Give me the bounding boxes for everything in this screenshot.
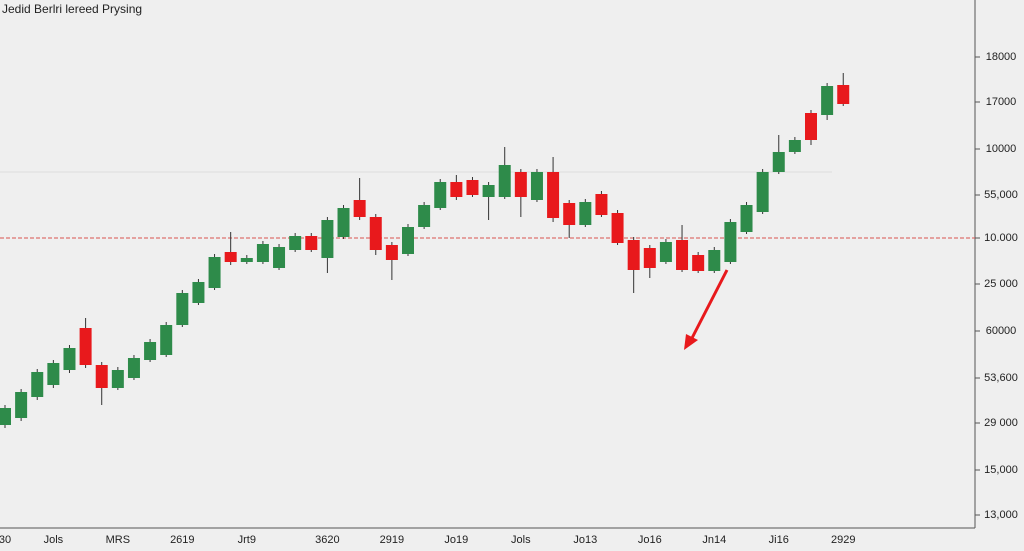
y-tick-label: 18000 [986,51,1017,63]
candle-body [692,255,705,271]
candle-body [805,113,817,140]
x-tick-label: Jo16 [638,534,662,546]
candle-body [353,200,366,217]
y-tick-label: 60000 [986,325,1017,337]
candle-body [579,202,592,225]
x-tick-label: MRS [106,534,130,546]
candle-body [127,358,140,378]
y-tick-label: 53,600 [984,372,1018,384]
candle-body [708,250,721,271]
candle-body [724,222,737,262]
candle-body [466,180,479,195]
candle-body [192,282,205,303]
candle-body [514,172,527,197]
candle-body [289,236,302,250]
y-tick-label: 17000 [986,96,1017,108]
candle-body [224,252,237,262]
x-tick-label: 3620 [315,534,339,546]
x-tick-label: Ji16 [769,534,789,546]
candle-body [611,213,624,243]
candle-body [627,240,640,270]
candle-body [337,208,350,237]
x-tick-label: 2929 [831,534,855,546]
candle-body [434,182,447,208]
candle-body [676,240,689,270]
x-tick-label: Jols [511,534,531,546]
x-tick-label: 2619 [170,534,194,546]
chart-title: Jedid Berlri lereed Prysing [2,2,142,16]
candle-body [111,370,124,388]
y-tick-label: 15,000 [984,464,1018,476]
candle-body [160,325,173,355]
candle-body [402,227,414,254]
candle-body [659,242,672,262]
candle-body [837,85,850,104]
candle-body [0,408,11,425]
candle-body [31,372,44,397]
candle-body [756,172,769,212]
candle-body [176,293,189,325]
candle-body [273,247,286,268]
x-tick-label: Jn14 [702,534,726,546]
y-tick-label: 25 000 [984,278,1018,290]
candle-body [418,205,431,227]
y-tick-label: 29 000 [984,417,1018,429]
arrow [684,269,729,350]
candle-body [47,363,60,385]
x-tick-label: Jols [44,534,64,546]
candle-body [530,172,543,200]
candle-body [79,328,92,365]
x-tick-label: 30 [0,534,11,546]
candle-body [821,86,834,115]
x-tick-label: Jo19 [444,534,468,546]
candle-body [772,152,785,172]
candle-body [450,182,463,197]
y-tick-label: 55,000 [984,189,1018,201]
candle-body [63,348,76,370]
candle-body [95,365,108,388]
candle-body [369,217,382,250]
arrow-shaft [689,269,729,341]
candle-body [256,244,269,262]
candle-body [144,342,157,360]
candle-body [595,194,608,215]
x-tick-label: Jrt9 [238,534,256,546]
x-tick-label: 2919 [380,534,404,546]
arrow-head [684,334,698,350]
y-tick-label: 13,000 [984,509,1018,521]
y-tick-label: 10.000 [984,232,1018,244]
candle-body [788,140,801,152]
y-tick-label: 10000 [986,143,1017,155]
candle-body [740,205,753,232]
candle-body [498,165,511,197]
candle-body [15,392,28,418]
candle-body [547,172,560,218]
candle-body [321,220,334,258]
x-tick-label: Jo13 [573,534,597,546]
candle-body [208,257,221,288]
candle-body [482,185,495,197]
candle-body [643,248,656,268]
candle-body [240,258,253,262]
candle-body [563,203,576,225]
candle-body [305,236,318,250]
candle-body [385,245,398,260]
